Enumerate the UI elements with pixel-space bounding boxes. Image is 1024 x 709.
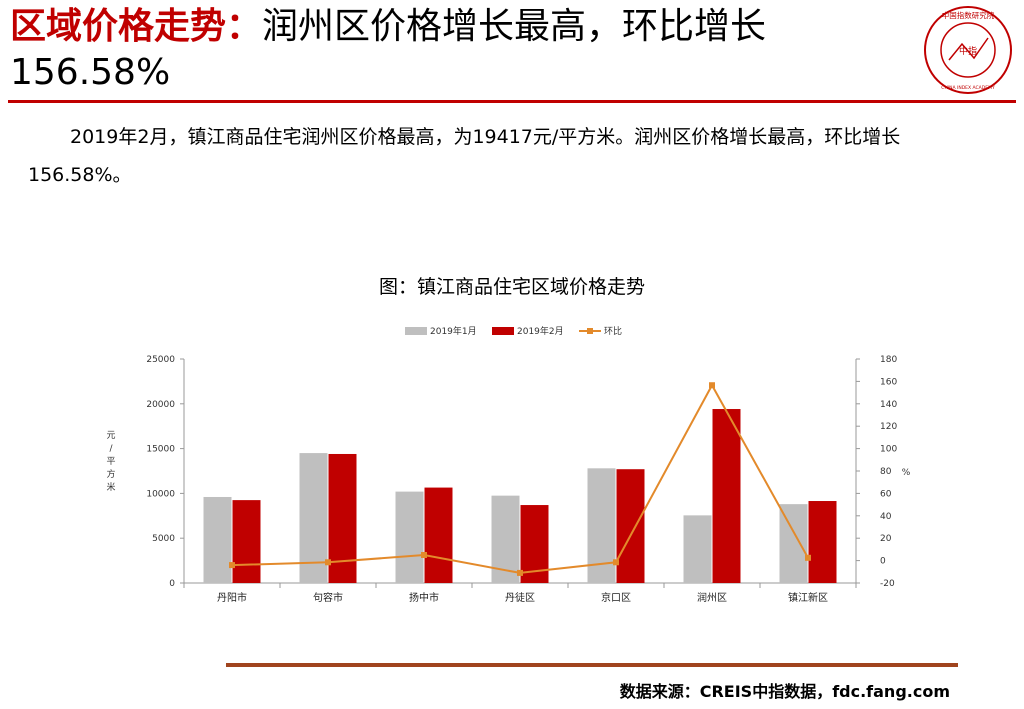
bar-jan [779, 504, 808, 583]
y-tick-label: 10000 [146, 489, 175, 499]
y-tick-label: 0 [169, 579, 175, 589]
x-category-label: 润州区 [697, 591, 727, 604]
y-right-tick-label: 0 [880, 557, 886, 567]
summary-paragraph: 2019年2月，镇江商品住宅润州区价格最高，为19417元/平方米。润州区价格增… [28, 126, 901, 186]
x-category-label: 扬中市 [409, 591, 439, 604]
mom-point [805, 554, 811, 561]
x-category-label: 京口区 [601, 591, 631, 604]
y-axis-label-char: 方 [106, 468, 115, 480]
page-title-rest: 润州区价格增长最高，环比增长156.58% [10, 6, 767, 93]
y-axis-right-label: % [902, 468, 911, 478]
bar-jan [203, 496, 232, 583]
logo-ring-text-en: CHINA INDEX ACADEMY [941, 85, 995, 91]
bar-feb [328, 453, 357, 583]
x-category-label: 镇江新区 [788, 591, 828, 604]
bar-jan [299, 453, 328, 583]
y-right-tick-label: 140 [880, 400, 897, 410]
y-axis-label-char: 米 [106, 481, 115, 493]
footer-divider [226, 663, 958, 667]
chart-title: 图：镇江商品住宅区域价格走势 [378, 276, 645, 298]
mom-point [613, 559, 619, 566]
mom-point [325, 559, 331, 566]
legend-swatch [492, 327, 514, 335]
mom-point [709, 382, 715, 389]
bar-feb [424, 487, 453, 583]
x-category-label: 丹阳市 [217, 591, 247, 604]
y-axis-label-char: / [109, 444, 113, 454]
bar-jan [683, 515, 712, 583]
legend-swatch [405, 327, 427, 335]
bar-feb [712, 409, 741, 583]
y-right-tick-label: 20 [880, 534, 892, 544]
mom-point [421, 552, 427, 558]
y-right-tick-label: 40 [880, 512, 892, 522]
data-source: 数据来源：CREIS中指数据，fdc.fang.com [619, 682, 950, 701]
y-tick-label: 25000 [146, 355, 175, 365]
title-divider [8, 100, 1016, 103]
y-right-tick-label: -20 [880, 579, 895, 589]
y-axis-label-char: 元 [106, 431, 115, 441]
x-category-label: 丹徒区 [505, 591, 535, 604]
legend-label: 2019年2月 [517, 325, 564, 337]
y-tick-label: 20000 [146, 400, 175, 410]
mom-point [517, 569, 523, 576]
y-right-tick-label: 160 [880, 377, 897, 387]
y-right-tick-label: 100 [880, 445, 897, 455]
china-index-academy-logo: 中指 中国指数研究院 CHINA INDEX ACADEMY [924, 6, 1012, 94]
page-title: 区域价格走势：润州区价格增长最高，环比增长156.58% [10, 4, 910, 96]
y-tick-label: 15000 [146, 445, 175, 455]
bar-jan [395, 491, 424, 583]
legend-label: 环比 [604, 325, 622, 337]
bar-feb [616, 469, 645, 583]
legend-marker [587, 328, 593, 334]
bar-feb [808, 501, 837, 583]
y-right-tick-label: 60 [880, 489, 892, 499]
logo-center-text: 中指 [959, 45, 977, 57]
bar-feb [232, 500, 261, 583]
y-right-tick-label: 80 [880, 467, 892, 477]
page-title-bold: 区域价格走势： [10, 6, 263, 47]
y-right-tick-label: 120 [880, 422, 897, 432]
y-tick-label: 5000 [152, 534, 175, 544]
mom-point [229, 562, 235, 569]
logo-ring-text: 中国指数研究院 [942, 10, 995, 20]
y-right-tick-label: 180 [880, 355, 897, 365]
x-category-label: 句容市 [313, 591, 343, 604]
y-axis-label-char: 平 [106, 456, 115, 467]
legend-label: 2019年1月 [430, 325, 477, 337]
